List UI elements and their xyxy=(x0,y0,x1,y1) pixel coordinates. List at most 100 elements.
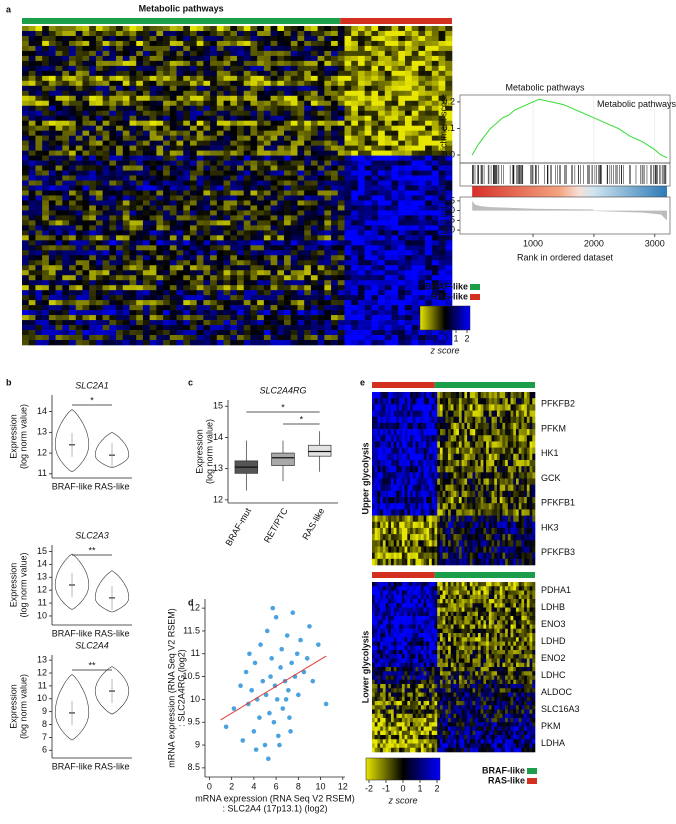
heatmap-cell xyxy=(425,95,433,102)
heatmap-cell xyxy=(371,285,379,291)
heatmap-cell xyxy=(129,130,137,136)
heatmap-cell xyxy=(310,115,318,122)
heatmap-cell xyxy=(223,230,231,236)
heatmap-cell xyxy=(82,190,90,196)
legend-swatch xyxy=(470,294,480,300)
heatmap-cell xyxy=(122,145,130,151)
heatmap-cell xyxy=(415,422,419,430)
heatmap-cell xyxy=(324,130,332,136)
heatmap-cell xyxy=(331,305,339,311)
heatmap-cell xyxy=(243,130,251,136)
heatmap-cell xyxy=(404,185,412,191)
x-axis-label: : SLC2A4 (17p13.1) (log2) xyxy=(222,803,327,813)
heatmap-cell xyxy=(82,155,90,161)
heatmap-cell xyxy=(442,441,446,448)
heatmap-cell xyxy=(129,220,137,226)
heatmap-cell xyxy=(122,185,130,191)
heatmap-cell xyxy=(149,200,157,206)
heatmap-cell xyxy=(438,90,446,97)
heatmap-cell xyxy=(391,435,395,442)
heatmap-cell xyxy=(371,250,379,256)
heatmap-cell xyxy=(237,300,245,306)
heatmap-cell xyxy=(230,50,238,57)
heatmap-cell xyxy=(22,45,30,52)
heatmap-cell xyxy=(129,285,137,291)
heatmap-cell xyxy=(445,340,453,346)
heatmap-cell xyxy=(223,325,231,331)
heatmap-cell xyxy=(69,130,77,136)
heatmap-cell xyxy=(109,285,117,291)
heatmap-cell xyxy=(425,145,433,151)
heatmap-cell xyxy=(230,35,238,42)
heatmap-cell xyxy=(129,250,137,256)
heatmap-cell xyxy=(223,150,231,156)
heatmap-cell xyxy=(277,220,285,226)
heatmap-cell xyxy=(418,200,426,206)
heatmap-cell xyxy=(109,160,117,166)
heatmap-cell xyxy=(237,335,245,341)
heatmap-cell xyxy=(411,230,419,236)
x-tick-label: 8 xyxy=(296,781,301,791)
heatmap-cell xyxy=(398,320,406,326)
heatmap-cell xyxy=(371,130,379,136)
heatmap-cell xyxy=(69,305,77,311)
heatmap-cell xyxy=(136,170,144,176)
heatmap-cell xyxy=(55,170,63,176)
heatmap-cell xyxy=(35,130,43,136)
heatmap-cell xyxy=(515,429,519,436)
heatmap-cell xyxy=(22,275,30,281)
heatmap-cell xyxy=(518,404,522,411)
heatmap-cell xyxy=(55,40,63,47)
heatmap-cell xyxy=(391,240,399,246)
heatmap-cell xyxy=(237,120,245,126)
heatmap-cell xyxy=(89,50,97,57)
heatmap-cell xyxy=(176,240,184,246)
heatmap-cell xyxy=(270,255,278,261)
heatmap-cell xyxy=(344,235,352,241)
heatmap-cell xyxy=(62,255,70,261)
heatmap-cell xyxy=(337,245,345,251)
heatmap-cell xyxy=(183,165,191,171)
heatmap-cell xyxy=(42,285,50,291)
heatmap-cell xyxy=(418,155,426,161)
heatmap-cell xyxy=(129,195,137,201)
heatmap-cell xyxy=(250,145,258,151)
heatmap-cell xyxy=(357,130,365,136)
heatmap-cell xyxy=(35,265,43,271)
heatmap-cell xyxy=(393,429,397,436)
heatmap-cell xyxy=(82,180,90,186)
heatmap-cell xyxy=(404,335,412,341)
heatmap-cell xyxy=(439,416,443,424)
heatmap-cell xyxy=(136,340,144,346)
heatmap-cell xyxy=(351,310,359,316)
heatmap-cell xyxy=(48,255,56,261)
heatmap-cell xyxy=(216,155,224,161)
heatmap-cell xyxy=(129,75,137,82)
heatmap-cell xyxy=(411,285,419,291)
heatmap-cell xyxy=(42,145,50,151)
heatmap-cell xyxy=(310,130,318,136)
heatmap-cell xyxy=(189,115,197,122)
heatmap-cell xyxy=(48,60,56,67)
heatmap-cell xyxy=(109,200,117,206)
heatmap-cell xyxy=(176,26,184,32)
heatmap-cell xyxy=(22,340,30,346)
heatmap-cell xyxy=(277,335,285,341)
heatmap-cell xyxy=(55,280,63,286)
heatmap-cell xyxy=(28,85,36,92)
heatmap-cell xyxy=(337,70,345,77)
heatmap-cell xyxy=(55,70,63,77)
heatmap-cell xyxy=(223,85,231,92)
heatmap-cell xyxy=(89,245,97,251)
heatmap-cell xyxy=(331,190,339,196)
heatmap-cell xyxy=(351,60,359,67)
heatmap-cell xyxy=(230,40,238,47)
heatmap-cell xyxy=(203,230,211,236)
heatmap-cell xyxy=(142,310,150,316)
heatmap-cell xyxy=(297,60,305,67)
heatmap-cell xyxy=(237,40,245,47)
heatmap-cell xyxy=(183,160,191,166)
heatmap-cell xyxy=(42,170,50,176)
heatmap-cell xyxy=(89,100,97,107)
y-axis-label: (log norm value) xyxy=(18,404,28,469)
